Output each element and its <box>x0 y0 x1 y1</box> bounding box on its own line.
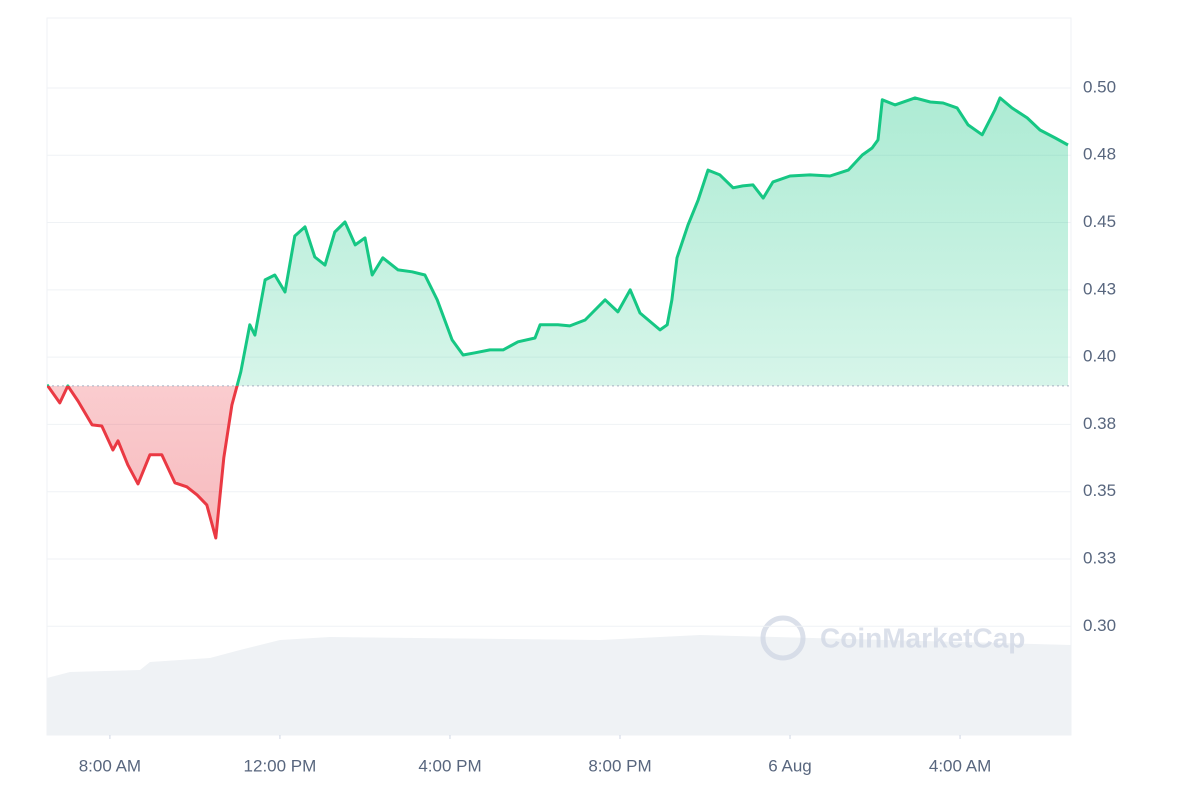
x-tick-label: 4:00 AM <box>929 756 991 775</box>
area-up <box>47 97 1068 386</box>
x-tick-label: 4:00 PM <box>418 756 481 775</box>
watermark-logo <box>760 615 806 661</box>
watermark-text: CoinMarketCap <box>820 622 1025 653</box>
price-line-down <box>47 385 239 540</box>
y-tick-label: 0.35 <box>1083 481 1116 500</box>
y-tick-label: 0.43 <box>1083 279 1116 298</box>
x-tick-label: 6 Aug <box>768 756 812 775</box>
y-tick-label: 0.30 <box>1083 616 1116 635</box>
y-tick-label: 0.38 <box>1083 414 1116 433</box>
x-tick-label: 8:00 AM <box>79 756 141 775</box>
x-tick-label: 12:00 PM <box>244 756 317 775</box>
y-tick-label: 0.48 <box>1083 145 1116 164</box>
y-tick-label: 0.33 <box>1083 548 1116 567</box>
x-tick-label: 8:00 PM <box>588 756 651 775</box>
plot-layer: 0.30 0.33 0.35 0.38 0.40 0.43 0.45 0.48 0.50 8:00… <box>47 18 1116 775</box>
volume-area <box>47 635 1071 735</box>
y-tick-label: 0.45 <box>1083 212 1116 231</box>
watermark-group: CoinMarketCap <box>760 615 1025 661</box>
y-tick-label: 0.50 <box>1083 77 1116 96</box>
price-line-up <box>47 96 1069 386</box>
y-tick-label: 0.40 <box>1083 347 1116 366</box>
